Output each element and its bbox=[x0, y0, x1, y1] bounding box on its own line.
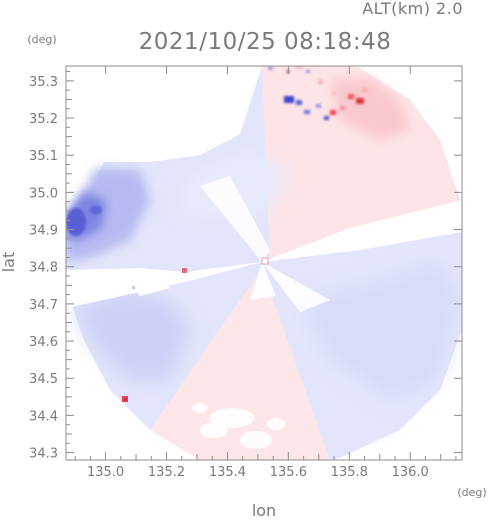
echo-positive-ne-core bbox=[330, 78, 410, 140]
y-tick-label: 35.0 bbox=[29, 186, 58, 201]
y-tick-label: 34.4 bbox=[29, 409, 58, 424]
echo-negative-west-spot bbox=[90, 205, 102, 215]
y-tick-label: 34.8 bbox=[29, 261, 58, 276]
clear-beam-south bbox=[250, 262, 276, 300]
echo-negative-east bbox=[300, 260, 460, 400]
x-tick-label: 135.8 bbox=[331, 465, 368, 480]
isolated-echoes bbox=[122, 257, 269, 402]
x-axis-label: lon bbox=[252, 501, 276, 520]
x-tick-label: 135.2 bbox=[148, 465, 185, 480]
clear-beam-west-notch bbox=[130, 276, 170, 296]
x-tick-label: 135.6 bbox=[270, 465, 307, 480]
y-tick-label: 35.1 bbox=[29, 149, 58, 164]
y-tick-label: 34.6 bbox=[29, 335, 58, 350]
plot-border bbox=[65, 65, 463, 461]
altitude-label: ALT(km) 2.0 bbox=[362, 0, 463, 18]
x-tick-label: 135.0 bbox=[87, 465, 124, 480]
velocity-field bbox=[66, 66, 462, 460]
chart-title: 2021/10/25 08:18:48 bbox=[139, 29, 392, 55]
y-axis-ticks: 34.3 34.4 34.5 34.6 34.7 34.8 34.9 35.0 35.1 35.2… bbox=[29, 71, 462, 462]
echo-negative-west bbox=[66, 168, 150, 262]
y-axis-label: lat bbox=[0, 252, 18, 273]
clear-beam-southeast bbox=[262, 262, 330, 312]
y-tick-label: 34.3 bbox=[29, 447, 58, 462]
plot-frame bbox=[65, 65, 463, 461]
y-tick-label: 34.7 bbox=[29, 298, 58, 313]
y-unit-label: (deg) bbox=[27, 33, 56, 46]
x-tick-label: 136.0 bbox=[392, 465, 429, 480]
y-tick-label: 35.3 bbox=[29, 75, 58, 90]
y-tick-label: 35.2 bbox=[29, 112, 58, 127]
echo-negative-north bbox=[180, 150, 290, 220]
y-tick-label: 34.9 bbox=[29, 224, 58, 239]
echo-negative-west-max bbox=[66, 208, 86, 236]
x-unit-label: (deg) bbox=[457, 486, 486, 499]
echo-negative-southwest bbox=[74, 290, 190, 380]
y-tick-label: 34.5 bbox=[29, 372, 58, 387]
x-tick-label: 135.4 bbox=[209, 465, 246, 480]
clear-beam-northwest bbox=[200, 176, 270, 262]
clear-beam-east bbox=[262, 200, 462, 262]
clutter-north bbox=[268, 66, 367, 120]
x-axis-ticks: 135.0 135.2 135.4 135.6 135.8 136.0 bbox=[74, 66, 457, 480]
clutter-south bbox=[192, 403, 285, 449]
echo-positive-sw bbox=[150, 268, 330, 460]
